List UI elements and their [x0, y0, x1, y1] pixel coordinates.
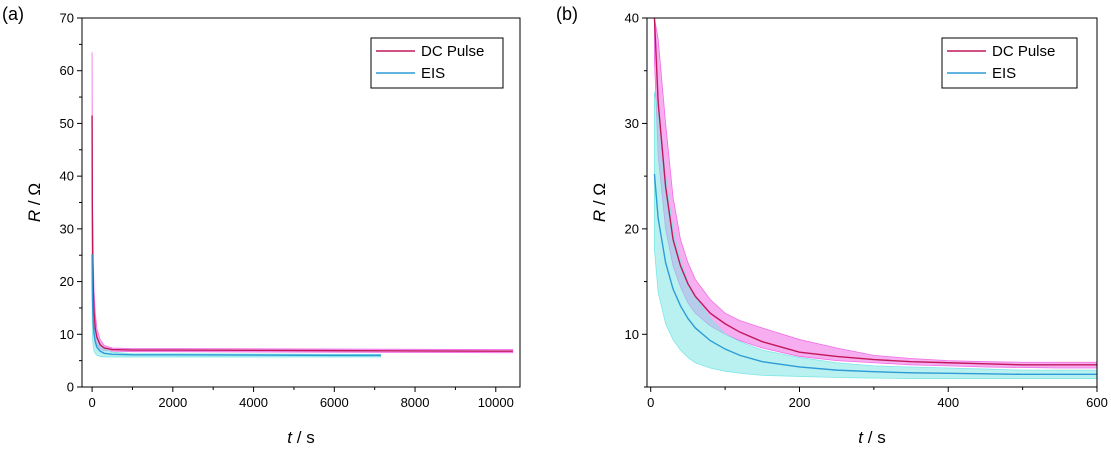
panel-a: (a) 0 2000 4000 6000 8000 10000 0 10 20 30 40 50 60… — [2, 4, 521, 447]
panel-b-x-axis-unit: / s — [863, 428, 886, 447]
panel-a-y-axis-label: R / Ω — [25, 183, 44, 222]
panel-a-legend-box — [370, 37, 504, 89]
panel-a-bands — [91, 52, 514, 358]
panel-a-y-tick-label: 0 — [67, 380, 74, 395]
panel-b-legend: DC Pulse EIS — [941, 37, 1078, 89]
panel-b-lines — [653, 18, 1097, 376]
panel-b-legend-label-dc-pulse: DC Pulse — [992, 43, 1055, 60]
panel-b-y-ticks: 10 20 30 40 — [625, 11, 647, 388]
panel-a-x-tick-label: 8000 — [401, 395, 430, 410]
panel-a-band-dc-pulse — [91, 52, 514, 354]
panel-b-legend-label-eis: EIS — [992, 65, 1016, 82]
panel-b-y-axis-var: R — [590, 210, 609, 222]
panel-b-line-dc-pulse — [653, 18, 1097, 366]
panel-a-y-tick-label: 40 — [60, 169, 74, 184]
panel-a-y-tick-label: 30 — [60, 221, 74, 236]
panel-b-y-tick-label: 30 — [625, 116, 639, 131]
panel-a-line-dc-pulse — [91, 115, 513, 352]
panel-b-x-tick-label: 400 — [937, 395, 959, 410]
panel-a-x-tick-label: 2000 — [158, 395, 187, 410]
panel-a-y-tick-label: 60 — [60, 63, 74, 78]
panel-b-y-tick-label: 40 — [625, 11, 639, 26]
panel-a-y-axis-unit: / Ω — [25, 183, 44, 210]
panel-b-label: (b) — [556, 4, 578, 24]
panel-b-y-tick-label: 20 — [625, 221, 639, 236]
panel-a-y-tick-label: 10 — [60, 327, 74, 342]
panel-b-x-tick-label: 600 — [1086, 395, 1108, 410]
panel-b: (b) 0 200 400 600 10 20 30 40 t / s R / Ω DC P… — [556, 4, 1108, 447]
panel-b-y-axis-label: R / Ω — [590, 183, 609, 222]
panel-b-legend-box — [941, 37, 1078, 89]
panel-a-line-eis — [91, 254, 381, 357]
panel-a-x-axis-label: t / s — [287, 428, 314, 447]
panel-a-legend-label-eis: EIS — [421, 65, 445, 82]
panel-a-band-eis — [91, 218, 382, 358]
panel-b-y-tick-label: 10 — [625, 327, 639, 342]
panel-a-lines — [91, 115, 513, 357]
panel-a-y-tick-label: 50 — [60, 116, 74, 131]
panel-a-legend-label-dc-pulse: DC Pulse — [421, 43, 484, 60]
panel-a-x-ticks: 0 2000 4000 6000 8000 10000 — [88, 387, 514, 410]
panel-a-y-tick-label: 70 — [60, 11, 74, 26]
panel-b-x-axis-var: t — [858, 428, 864, 447]
panel-b-bands — [654, 18, 1097, 379]
panel-a-x-tick-label: 4000 — [239, 395, 268, 410]
panel-a-x-axis-var: t — [287, 428, 293, 447]
panel-a-legend: DC Pulse EIS — [370, 37, 504, 89]
panel-b-x-axis-label: t / s — [858, 428, 885, 447]
panel-a-x-axis-unit: / s — [292, 428, 315, 447]
panel-b-band-eis — [654, 91, 1097, 379]
panel-b-x-ticks: 0 200 400 600 — [647, 387, 1108, 410]
panel-b-x-tick-label: 0 — [647, 395, 654, 410]
panel-a-y-ticks: 0 10 20 30 40 50 60 70 — [60, 11, 82, 395]
panel-a-x-tick-label: 6000 — [320, 395, 349, 410]
panel-b-plot-frame — [646, 17, 1098, 388]
panel-a-x-tick-label: 0 — [88, 395, 95, 410]
panel-b-line-eis — [653, 173, 1097, 376]
panel-a-y-tick-label: 20 — [60, 274, 74, 289]
panel-a-x-tick-label: 10000 — [478, 395, 514, 410]
panel-b-x-tick-label: 200 — [789, 395, 811, 410]
panel-a-label: (a) — [2, 4, 24, 24]
panel-b-y-axis-unit: / Ω — [590, 183, 609, 210]
panel-a-y-axis-var: R — [25, 210, 44, 222]
